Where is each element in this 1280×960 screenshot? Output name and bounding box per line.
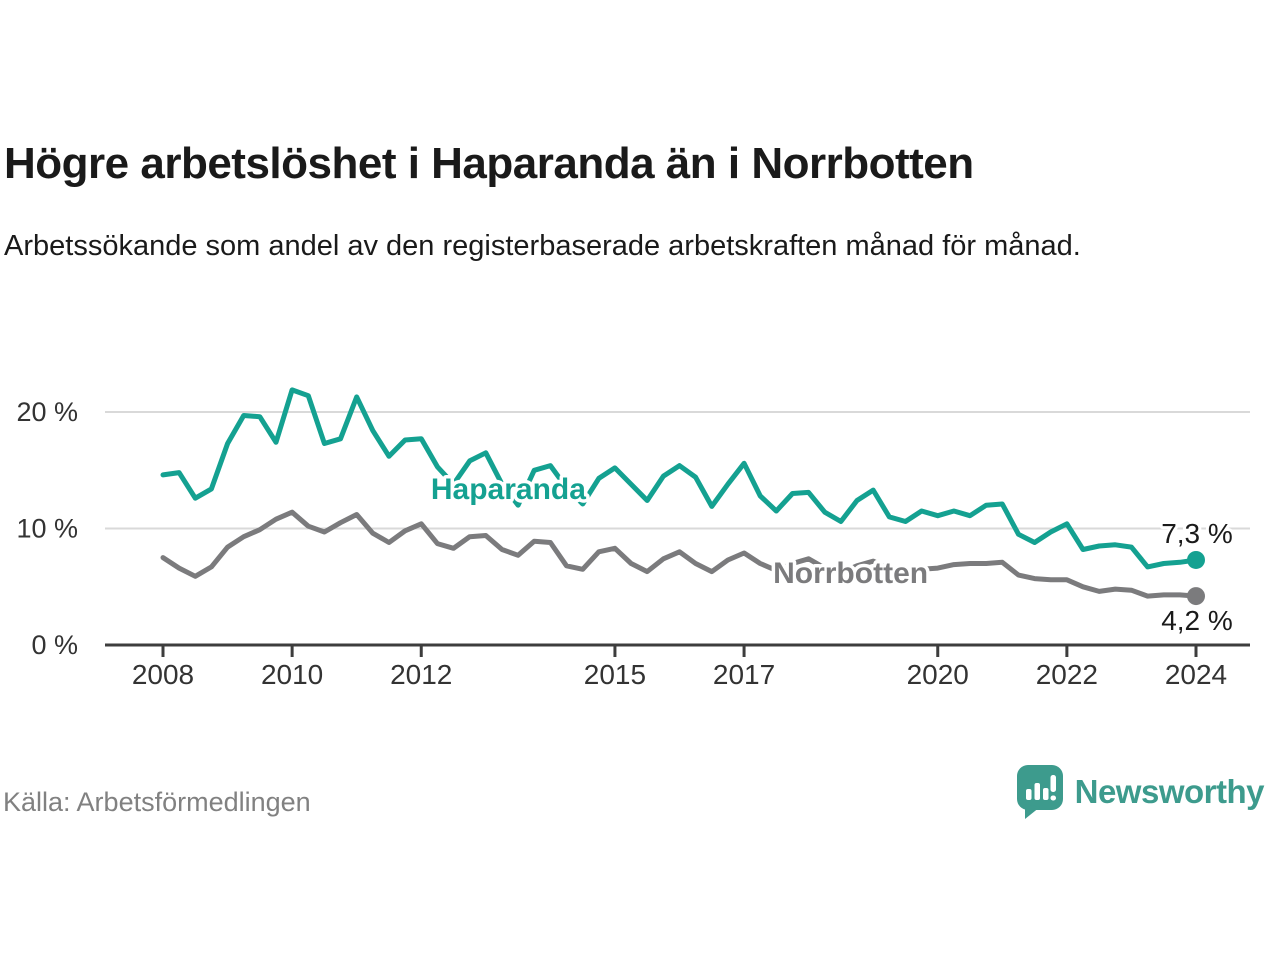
- series-label-norrbotten: Norrbotten: [773, 557, 928, 590]
- series-line-norrbotten: [160, 509, 1199, 599]
- x-tick-label: 2010: [261, 659, 323, 690]
- source-note: Källa: Arbetsförmedlingen: [3, 787, 311, 817]
- x-tick-label: 2008: [132, 659, 194, 690]
- x-tick-label: 2020: [907, 659, 969, 690]
- x-tick-label: 2022: [1036, 659, 1098, 690]
- brand-logo: Newsworthy: [1015, 764, 1265, 820]
- end-value-label-norrbotten: 4,2 %: [1161, 605, 1233, 636]
- brand-wordmark: Newsworthy: [1074, 773, 1265, 810]
- end-dot-norrbotten: [1187, 587, 1205, 606]
- end-value-label-haparanda: 7,3 %: [1161, 518, 1233, 549]
- x-tick-label: 2024: [1165, 659, 1227, 690]
- page-title: Högre arbetslöshet i Haparanda än i Norr…: [4, 139, 974, 188]
- x-tick-label: 2017: [713, 659, 775, 690]
- newsworthy-logo-icon: [1016, 765, 1063, 819]
- end-dot-haparanda: [1187, 550, 1205, 569]
- series-label-haparanda: Haparanda: [431, 473, 586, 506]
- y-tick-label: 20 %: [16, 397, 78, 427]
- series-line-haparanda: [160, 387, 1199, 570]
- x-tick-label: 2015: [584, 659, 646, 690]
- page-subtitle: Arbetssökande som andel av den registerb…: [4, 230, 1081, 262]
- y-tick-label: 10 %: [16, 514, 78, 544]
- y-tick-label: 0 %: [31, 630, 78, 660]
- x-tick-label: 2012: [390, 659, 452, 690]
